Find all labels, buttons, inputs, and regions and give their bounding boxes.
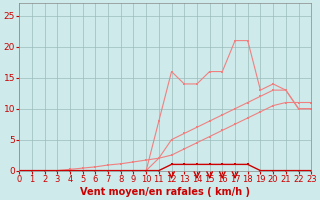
X-axis label: Vent moyen/en rafales ( km/h ): Vent moyen/en rafales ( km/h ) bbox=[80, 187, 250, 197]
